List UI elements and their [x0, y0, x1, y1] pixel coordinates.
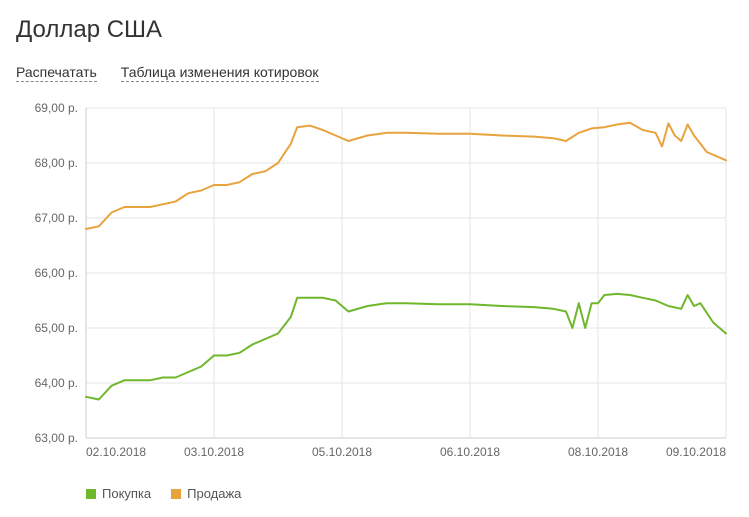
- svg-text:09.10.2018: 09.10.2018: [666, 445, 726, 459]
- chart-legend: Покупка Продажа: [86, 486, 733, 501]
- legend-swatch-buy: [86, 489, 96, 499]
- svg-text:02.10.2018: 02.10.2018: [86, 445, 146, 459]
- svg-text:64,00 р.: 64,00 р.: [35, 376, 78, 390]
- page-title: Доллар США: [16, 16, 733, 44]
- legend-label-buy: Покупка: [102, 486, 151, 501]
- svg-text:08.10.2018: 08.10.2018: [568, 445, 628, 459]
- legend-item-sell: Продажа: [171, 486, 241, 501]
- exchange-rate-chart: 63,00 р. 64,00 р. 65,00 р. 66,00 р. 67,00 р.…: [16, 98, 733, 478]
- svg-text:06.10.2018: 06.10.2018: [440, 445, 500, 459]
- svg-text:68,00 р.: 68,00 р.: [35, 156, 78, 170]
- action-links: Распечатать Таблица изменения котировок: [16, 64, 733, 82]
- svg-text:69,00 р.: 69,00 р.: [35, 101, 78, 115]
- print-link[interactable]: Распечатать: [16, 64, 97, 82]
- legend-item-buy: Покупка: [86, 486, 151, 501]
- svg-text:65,00 р.: 65,00 р.: [35, 321, 78, 335]
- legend-label-sell: Продажа: [187, 486, 241, 501]
- svg-text:03.10.2018: 03.10.2018: [184, 445, 244, 459]
- svg-text:63,00 р.: 63,00 р.: [35, 431, 78, 445]
- table-link[interactable]: Таблица изменения котировок: [121, 64, 319, 82]
- svg-text:67,00 р.: 67,00 р.: [35, 211, 78, 225]
- svg-text:66,00 р.: 66,00 р.: [35, 266, 78, 280]
- chart-svg: 63,00 р. 64,00 р. 65,00 р. 66,00 р. 67,00 р.…: [16, 98, 733, 478]
- legend-swatch-sell: [171, 489, 181, 499]
- svg-text:05.10.2018: 05.10.2018: [312, 445, 372, 459]
